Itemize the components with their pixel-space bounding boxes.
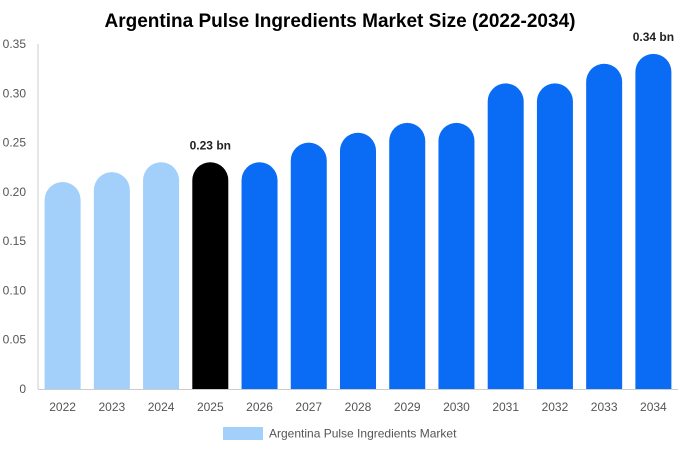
x-tick-label-2025: 2025	[197, 400, 224, 414]
x-tick-label-2028: 2028	[345, 400, 372, 414]
x-tick-label-2024: 2024	[148, 400, 175, 414]
y-tick-label: 0.15	[3, 234, 27, 248]
y-tick-label: 0.35	[3, 37, 27, 51]
data-labels: 0.23 bn 0.34 bn	[190, 30, 674, 152]
bar-2033	[586, 63, 623, 389]
y-tick-label: 0.10	[3, 283, 27, 297]
x-tick-label-2030: 2030	[443, 400, 470, 414]
x-tick-label-2026: 2026	[246, 400, 273, 414]
x-tick-label-2029: 2029	[394, 400, 421, 414]
bars	[44, 53, 672, 389]
x-tick-label-2033: 2033	[591, 400, 618, 414]
x-tick-label-2031: 2031	[492, 400, 519, 414]
y-tick-label: 0.30	[3, 86, 27, 100]
bar-2030	[438, 122, 475, 389]
x-tick-label-2022: 2022	[49, 400, 76, 414]
y-tick-label: 0.25	[3, 136, 27, 150]
bar-2029	[389, 122, 426, 389]
y-axis-ticks: 0 0.05 0.10 0.15 0.20 0.25 0.30 0.35	[3, 37, 27, 396]
bar-2028	[340, 132, 376, 389]
chart-title: Argentina Pulse Ingredients Market Size …	[105, 11, 576, 32]
legend-swatch	[223, 427, 263, 440]
y-tick-label: 0.20	[3, 185, 27, 199]
x-tick-label-2027: 2027	[295, 400, 322, 414]
legend: Argentina Pulse Ingredients Market	[223, 427, 457, 441]
bar-2025	[192, 162, 229, 389]
y-tick-label: 0.05	[3, 333, 27, 347]
y-tick-label: 0	[19, 382, 26, 396]
bar-2022	[44, 182, 81, 389]
bar-2034	[635, 53, 672, 389]
bar-2027	[290, 142, 327, 389]
legend-label: Argentina Pulse Ingredients Market	[269, 427, 457, 441]
bar-2032	[536, 83, 573, 389]
data-label-2025: 0.23 bn	[190, 138, 231, 152]
bar-2031	[487, 83, 524, 389]
x-tick-label-2032: 2032	[542, 400, 569, 414]
x-tick-label-2023: 2023	[98, 400, 125, 414]
x-axis-ticks: 2022 2023 2024 2025 2026 2027 2028 2029 2030 2031…	[49, 400, 667, 414]
bar-2026	[241, 162, 278, 389]
data-label-2034: 0.34 bn	[633, 30, 674, 44]
x-tick-label-2034: 2034	[640, 400, 667, 414]
bar-2023	[93, 172, 130, 389]
bar-2024	[143, 162, 180, 389]
